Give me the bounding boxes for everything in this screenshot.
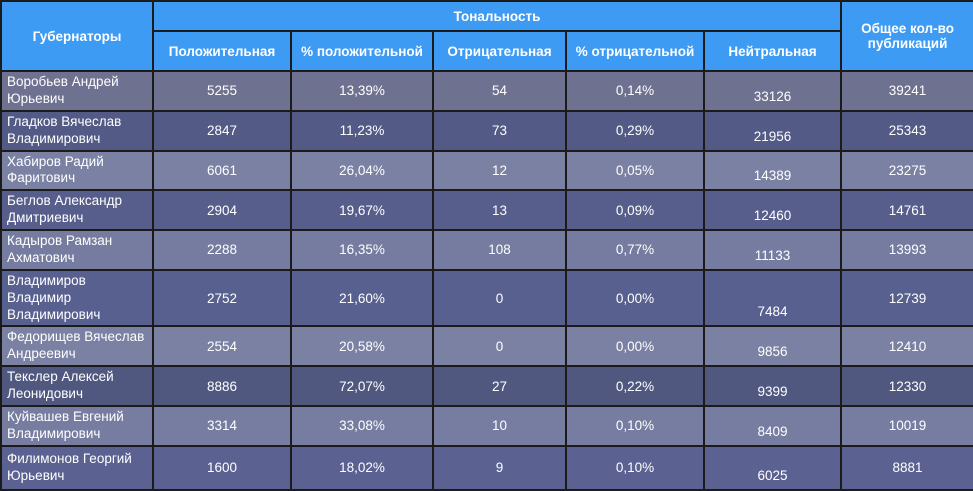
positive-cell: 2904 bbox=[152, 189, 292, 231]
positive-pct-cell: 72,07% bbox=[290, 365, 434, 407]
negative-cell: 27 bbox=[432, 365, 567, 407]
positive-cell: 3314 bbox=[152, 404, 292, 447]
table-row: Хабиров Радий Фаритович 6061 26,04% 12 0… bbox=[0, 149, 973, 192]
neutral-cell: 21956 bbox=[702, 109, 843, 152]
total-publications-column-header: Общее кол-во публикаций bbox=[840, 0, 973, 72]
neutral-cell: 11133 bbox=[702, 229, 843, 271]
total-cell: 14761 bbox=[840, 189, 973, 231]
positive-cell: 5255 bbox=[152, 70, 292, 112]
total-cell: 12410 bbox=[840, 325, 973, 368]
positive-pct-cell: 33,08% bbox=[290, 404, 434, 447]
governor-name-cell: Беглов Александр Дмитриевич bbox=[0, 189, 154, 231]
total-cell: 12739 bbox=[840, 268, 973, 328]
neutral-cell: 12460 bbox=[702, 189, 843, 231]
positive-pct-cell: 21,60% bbox=[290, 268, 434, 328]
positive-cell: 2554 bbox=[152, 325, 292, 368]
governor-name-cell: Кадыров Рамзан Ахматович bbox=[0, 229, 154, 271]
table-row: Гладков Вячеслав Владимирович 2847 11,23… bbox=[0, 109, 973, 152]
table-row: Филимонов Георгий Юрьевич 1600 18,02% 9 … bbox=[0, 444, 973, 491]
positive-pct-column-header: % положительной bbox=[290, 30, 434, 72]
negative-column-header: Отрицательная bbox=[432, 30, 567, 72]
total-cell: 10019 bbox=[840, 404, 973, 447]
negative-pct-cell: 0,77% bbox=[565, 229, 705, 271]
total-cell: 25343 bbox=[840, 109, 973, 152]
table-row: Воробьев Андрей Юрьевич 5255 13,39% 54 0… bbox=[0, 70, 973, 112]
governor-name-cell: Владимиров Владимир Владимирович bbox=[0, 268, 154, 328]
table-row: Федорищев Вячеслав Андреевич 2554 20,58%… bbox=[0, 325, 973, 368]
negative-pct-cell: 0,22% bbox=[565, 365, 705, 407]
positive-cell: 6061 bbox=[152, 149, 292, 192]
governor-name-cell: Хабиров Радий Фаритович bbox=[0, 149, 154, 192]
total-cell: 39241 bbox=[840, 70, 973, 112]
negative-cell: 0 bbox=[432, 268, 567, 328]
positive-column-header: Положительная bbox=[152, 30, 292, 72]
header-row-sub: Положительная % положительной Отрицатель… bbox=[1, 30, 973, 72]
negative-cell: 13 bbox=[432, 189, 567, 231]
negative-pct-cell: 0,09% bbox=[565, 189, 705, 231]
neutral-cell: 8409 bbox=[702, 404, 843, 447]
negative-cell: 73 bbox=[432, 109, 567, 152]
governors-column-header: Губернаторы bbox=[0, 0, 154, 72]
positive-pct-cell: 13,39% bbox=[290, 70, 434, 112]
neutral-cell: 7484 bbox=[702, 268, 843, 328]
neutral-cell: 9399 bbox=[702, 365, 843, 407]
governor-name-cell: Куйвашев Евгений Владимирович bbox=[0, 404, 154, 447]
negative-cell: 108 bbox=[432, 229, 567, 271]
positive-cell: 2752 bbox=[152, 268, 292, 328]
negative-pct-cell: 0,00% bbox=[565, 325, 705, 368]
neutral-cell: 6025 bbox=[702, 444, 843, 491]
positive-pct-cell: 20,58% bbox=[290, 325, 434, 368]
negative-pct-cell: 0,00% bbox=[565, 268, 705, 328]
positive-pct-cell: 11,23% bbox=[290, 109, 434, 152]
header-row-group: Губернаторы Тональность Общее кол-во пуб… bbox=[0, 0, 973, 72]
governor-name-cell: Федорищев Вячеслав Андреевич bbox=[0, 325, 154, 368]
negative-cell: 54 bbox=[432, 70, 567, 112]
table-row: Куйвашев Евгений Владимирович 3314 33,08… bbox=[0, 404, 973, 447]
negative-pct-cell: 0,10% bbox=[565, 404, 705, 447]
negative-pct-column-header: % отрицательной bbox=[565, 30, 705, 72]
positive-pct-cell: 26,04% bbox=[290, 149, 434, 192]
governor-name-cell: Текслер Алексей Леонидович bbox=[0, 365, 154, 407]
table-row: Текслер Алексей Леонидович 8886 72,07% 2… bbox=[0, 365, 973, 407]
negative-pct-cell: 0,29% bbox=[565, 109, 705, 152]
negative-pct-cell: 0,05% bbox=[565, 149, 705, 192]
negative-cell: 0 bbox=[432, 325, 567, 368]
total-cell: 8881 bbox=[840, 444, 973, 491]
total-cell: 13993 bbox=[840, 229, 973, 271]
table-row: Беглов Александр Дмитриевич 2904 19,67% … bbox=[0, 189, 973, 231]
positive-pct-cell: 18,02% bbox=[290, 444, 434, 491]
negative-cell: 12 bbox=[432, 149, 567, 192]
negative-pct-cell: 0,10% bbox=[565, 444, 705, 491]
positive-pct-cell: 16,35% bbox=[290, 229, 434, 271]
negative-cell: 10 bbox=[432, 404, 567, 447]
table-row: Кадыров Рамзан Ахматович 2288 16,35% 108… bbox=[0, 229, 973, 271]
positive-cell: 2847 bbox=[152, 109, 292, 152]
negative-cell: 9 bbox=[432, 444, 567, 491]
negative-pct-cell: 0,14% bbox=[565, 70, 705, 112]
neutral-column-header: Нейтральная bbox=[702, 30, 843, 72]
positive-cell: 2288 bbox=[152, 229, 292, 271]
neutral-cell: 9856 bbox=[702, 325, 843, 368]
total-cell: 23275 bbox=[840, 149, 973, 192]
positive-pct-cell: 19,67% bbox=[290, 189, 434, 231]
neutral-cell: 14389 bbox=[702, 149, 843, 192]
neutral-cell: 33126 bbox=[702, 70, 843, 112]
tonality-group-header: Тональность bbox=[151, 0, 843, 32]
governor-name-cell: Филимонов Георгий Юрьевич bbox=[0, 444, 154, 491]
governor-name-cell: Гладков Вячеслав Владимирович bbox=[0, 109, 154, 152]
table-row: Владимиров Владимир Владимирович 2752 21… bbox=[0, 268, 973, 328]
governor-name-cell: Воробьев Андрей Юрьевич bbox=[0, 70, 154, 112]
positive-cell: 1600 bbox=[152, 444, 292, 491]
total-cell: 12330 bbox=[840, 365, 973, 407]
positive-cell: 8886 bbox=[152, 365, 292, 407]
